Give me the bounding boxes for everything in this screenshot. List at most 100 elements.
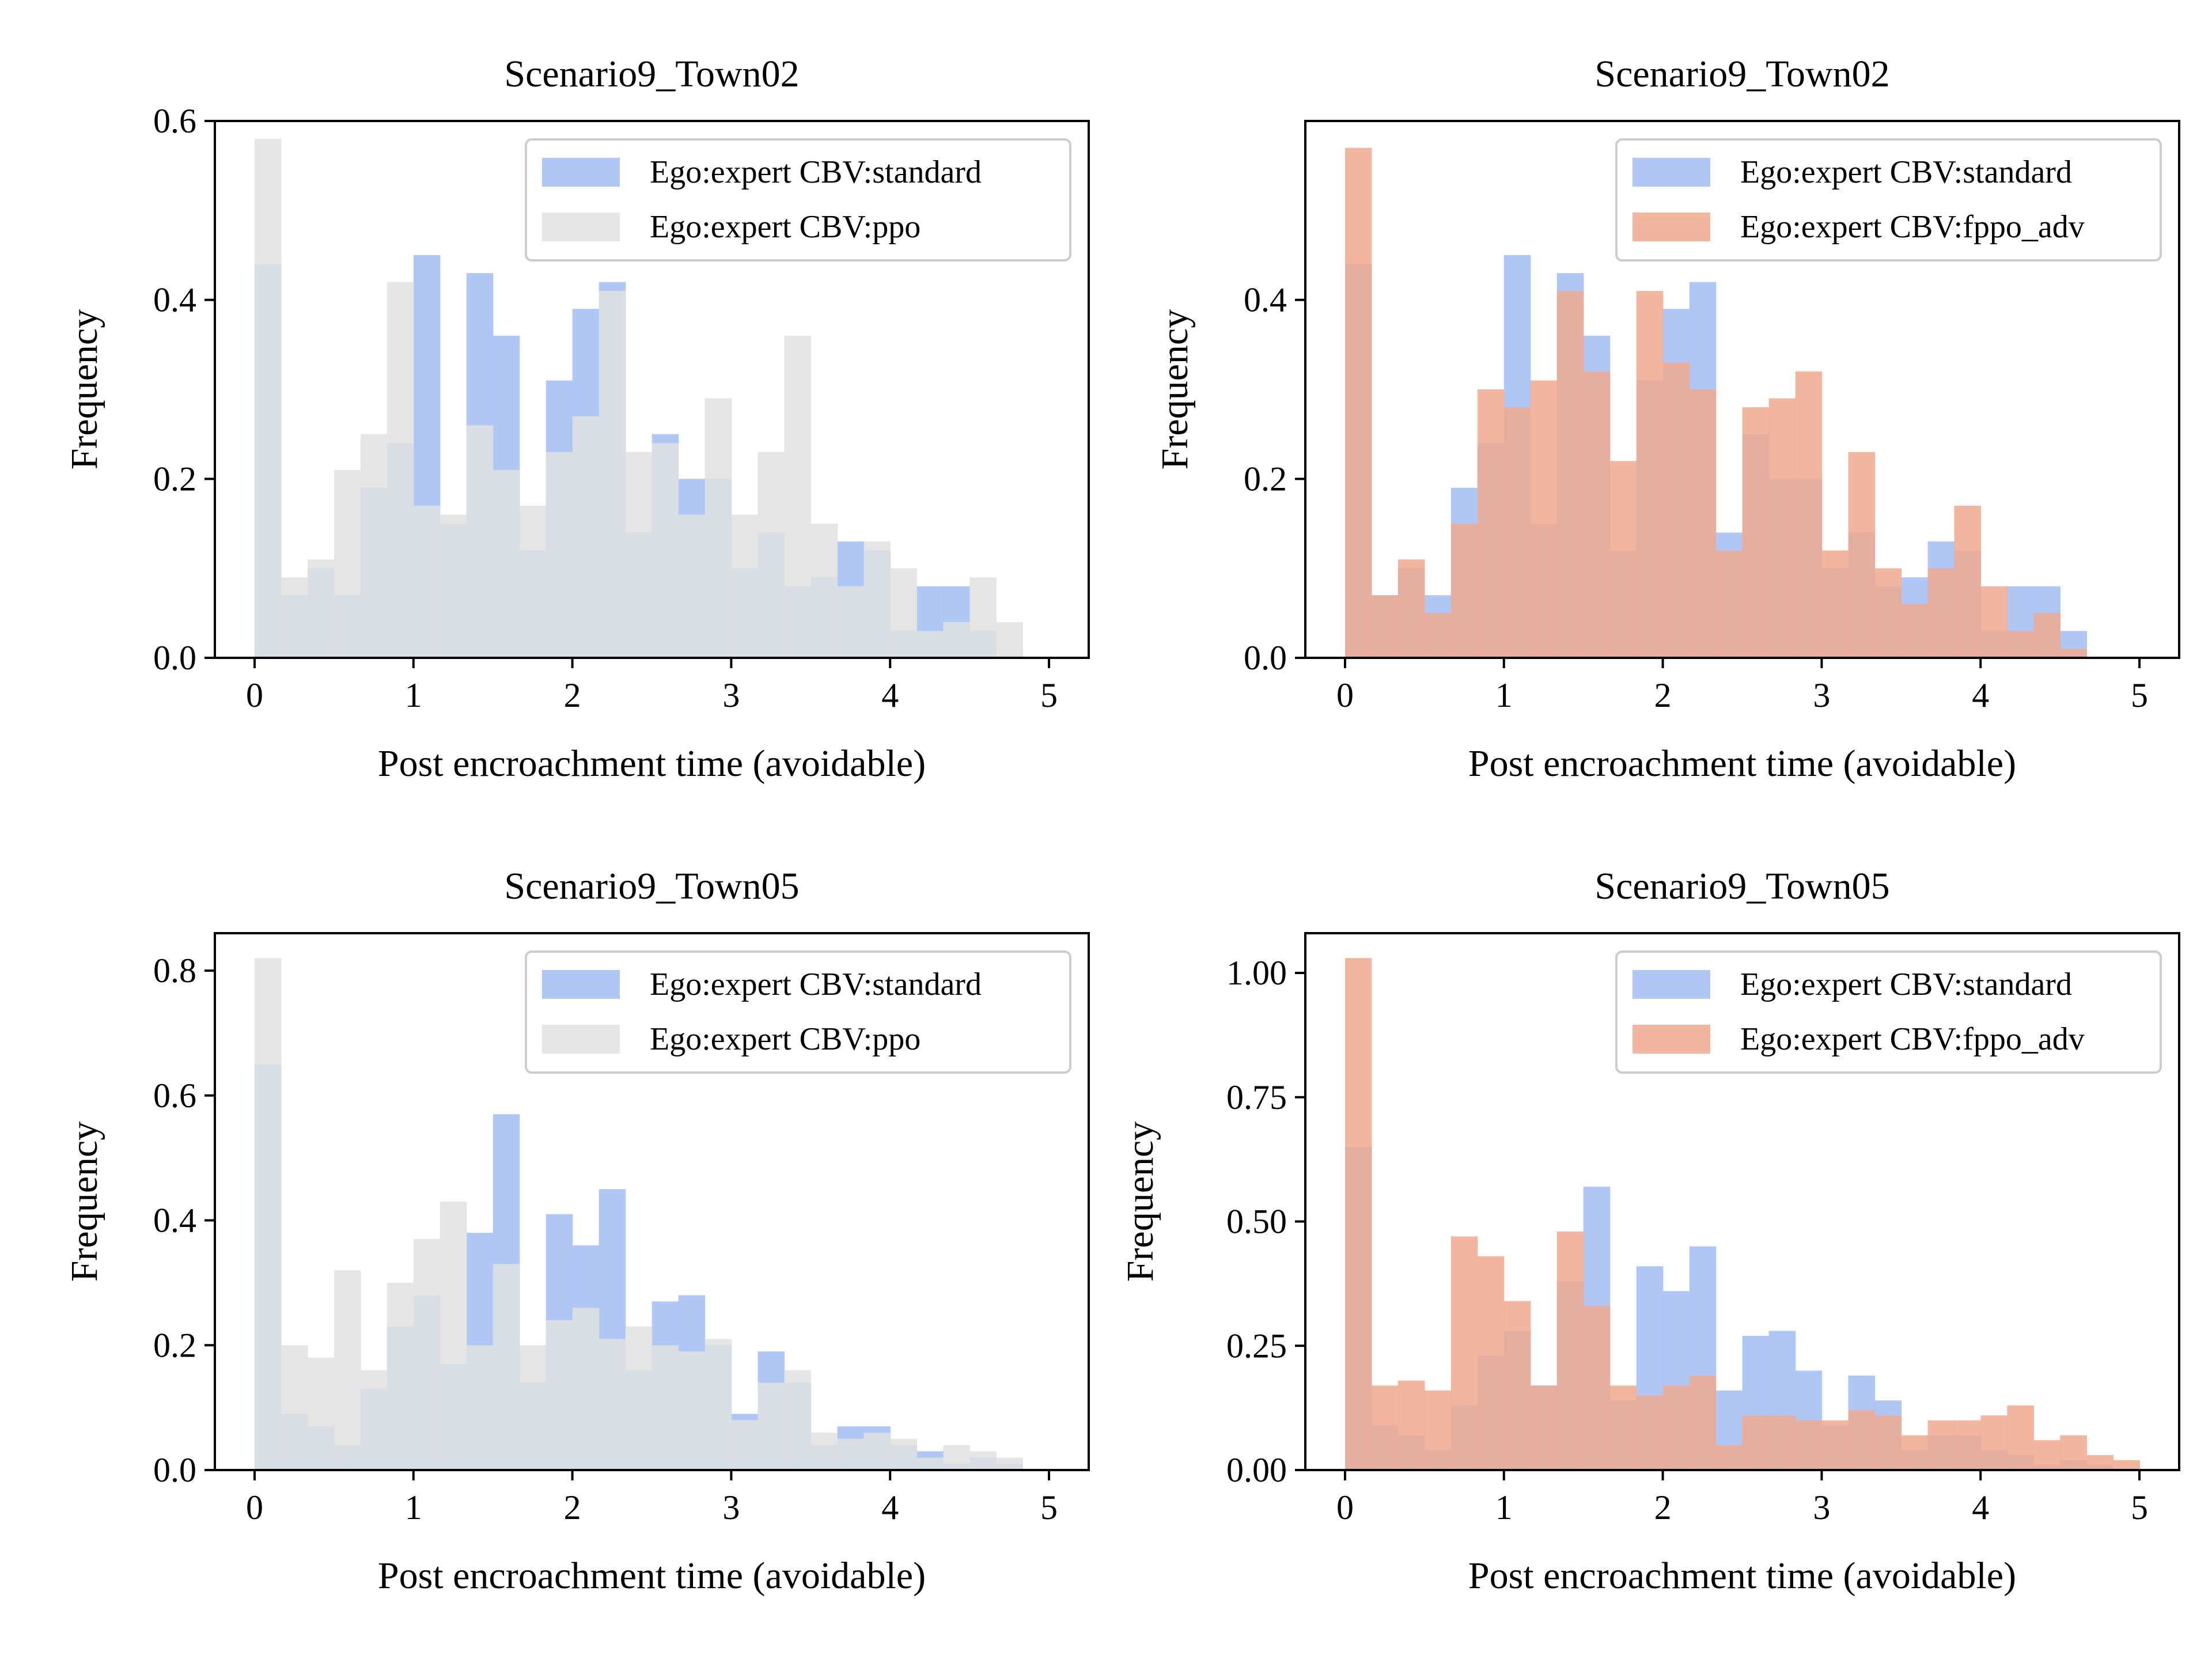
bar bbox=[546, 452, 573, 658]
bar bbox=[493, 469, 520, 658]
y-tick-label: 0.4 bbox=[1244, 281, 1287, 319]
bar bbox=[413, 505, 441, 658]
x-tick-label: 2 bbox=[1654, 1488, 1672, 1527]
axes-frame bbox=[1304, 932, 2180, 1471]
x-tick-label: 4 bbox=[1972, 676, 1989, 714]
bars bbox=[254, 139, 1023, 658]
bar bbox=[466, 425, 494, 658]
chart-title: Scenario9_Town02 bbox=[504, 53, 799, 95]
bar bbox=[334, 1270, 361, 1470]
series-ppo bbox=[254, 958, 1023, 1470]
bar bbox=[1874, 1415, 1902, 1470]
y-tick-label: 0.0 bbox=[153, 1451, 196, 1489]
axes-frame bbox=[214, 120, 1090, 659]
legend-swatch bbox=[1633, 213, 1710, 241]
x-tick-label: 1 bbox=[405, 1488, 422, 1527]
bar bbox=[890, 1438, 918, 1470]
bar bbox=[731, 514, 759, 658]
chart-title: Scenario9_Town02 bbox=[1594, 53, 1889, 95]
bar bbox=[1503, 407, 1531, 658]
x-tick-label: 0 bbox=[246, 1488, 263, 1527]
bar bbox=[678, 1351, 706, 1470]
bar bbox=[1901, 604, 1929, 658]
bar bbox=[493, 1264, 520, 1470]
bar bbox=[2033, 1440, 2061, 1470]
y-tick-label: 0.2 bbox=[1244, 460, 1287, 498]
y-tick-label: 0.6 bbox=[153, 102, 196, 140]
legend-swatch bbox=[542, 213, 620, 241]
y-tick-label: 0.4 bbox=[153, 281, 196, 319]
bar bbox=[943, 622, 970, 658]
bar bbox=[1503, 1301, 1531, 1470]
bar bbox=[2060, 649, 2087, 658]
bar bbox=[1689, 389, 1717, 658]
y-tick-label: 0.2 bbox=[153, 1326, 196, 1364]
bar bbox=[757, 1382, 785, 1470]
bar bbox=[2007, 631, 2035, 658]
bar bbox=[307, 1357, 335, 1470]
bar bbox=[704, 398, 732, 658]
legend-box bbox=[525, 950, 1071, 1074]
legend-swatch bbox=[542, 158, 620, 187]
bar bbox=[1927, 568, 1955, 658]
bar bbox=[1901, 1435, 1929, 1470]
bar bbox=[784, 335, 812, 658]
bar bbox=[810, 1432, 838, 1470]
bar bbox=[1556, 291, 1584, 658]
y-tick-label: 0.0 bbox=[153, 639, 196, 677]
bar bbox=[1662, 1385, 1690, 1470]
y-tick-label: 0.75 bbox=[1226, 1078, 1287, 1116]
y-tick-label: 1.00 bbox=[1226, 954, 1287, 992]
bar bbox=[1848, 452, 1876, 658]
bar bbox=[440, 514, 467, 658]
legend: Ego:expert CBV:standard Ego:expert CBV:fp… bbox=[1615, 138, 2162, 262]
legend-entry: Ego:expert CBV:ppo bbox=[650, 1021, 921, 1057]
bar bbox=[254, 958, 282, 1470]
bar bbox=[1768, 1415, 1796, 1470]
bar bbox=[1742, 1415, 1770, 1470]
bar bbox=[2060, 1435, 2087, 1470]
y-tick-label: 0.6 bbox=[153, 1077, 196, 1115]
x-tick-label: 0 bbox=[1336, 1488, 1354, 1527]
x-tick-label: 3 bbox=[1813, 1488, 1830, 1527]
y-axis-label: Frequency bbox=[1119, 1122, 1161, 1282]
bar bbox=[1424, 613, 1452, 658]
bar bbox=[1768, 398, 1796, 658]
x-tick-label: 2 bbox=[564, 1488, 581, 1527]
bar bbox=[254, 139, 282, 658]
bar bbox=[599, 1339, 626, 1470]
bar bbox=[652, 443, 679, 658]
bar bbox=[1636, 1395, 1664, 1470]
bars bbox=[254, 958, 1023, 1470]
bar bbox=[784, 1370, 812, 1470]
bar bbox=[1689, 1376, 1717, 1470]
bar bbox=[413, 1239, 441, 1470]
bar bbox=[281, 1345, 308, 1470]
y-axis-label: Frequency bbox=[63, 1122, 105, 1282]
bar bbox=[863, 541, 891, 658]
x-tick-label: 4 bbox=[1972, 1488, 1989, 1527]
legend: Ego:expert CBV:standard Ego:expert CBV:pp… bbox=[525, 138, 1071, 262]
legend-swatch bbox=[1633, 970, 1710, 999]
legend: Ego:expert CBV:standard Ego:expert CBV:pp… bbox=[525, 950, 1071, 1074]
bar bbox=[1715, 1445, 1743, 1470]
bar bbox=[1397, 1380, 1425, 1470]
legend-swatch bbox=[542, 970, 620, 999]
bar bbox=[519, 1345, 547, 1470]
x-axis-label: Post encroachment time (avoidable) bbox=[1468, 743, 2016, 785]
legend-swatch bbox=[1633, 158, 1710, 187]
axes-frame bbox=[214, 932, 1090, 1471]
bar bbox=[731, 1420, 759, 1470]
legend-box bbox=[1615, 138, 2162, 262]
legend-entry: Ego:expert CBV:standard bbox=[1740, 154, 2072, 190]
bar bbox=[1609, 1385, 1637, 1470]
x-axis-label: Post encroachment time (avoidable) bbox=[1468, 1555, 2016, 1597]
bar bbox=[360, 1370, 388, 1470]
bar bbox=[1477, 389, 1505, 658]
x-tick-label: 0 bbox=[1336, 676, 1354, 714]
bar bbox=[1556, 1231, 1584, 1470]
x-tick-label: 1 bbox=[1495, 1488, 1513, 1527]
bar bbox=[1848, 1410, 1876, 1470]
chart-title: Scenario9_Town05 bbox=[504, 865, 799, 907]
legend-entry: Ego:expert CBV:fppo_adv bbox=[1740, 1021, 2085, 1057]
